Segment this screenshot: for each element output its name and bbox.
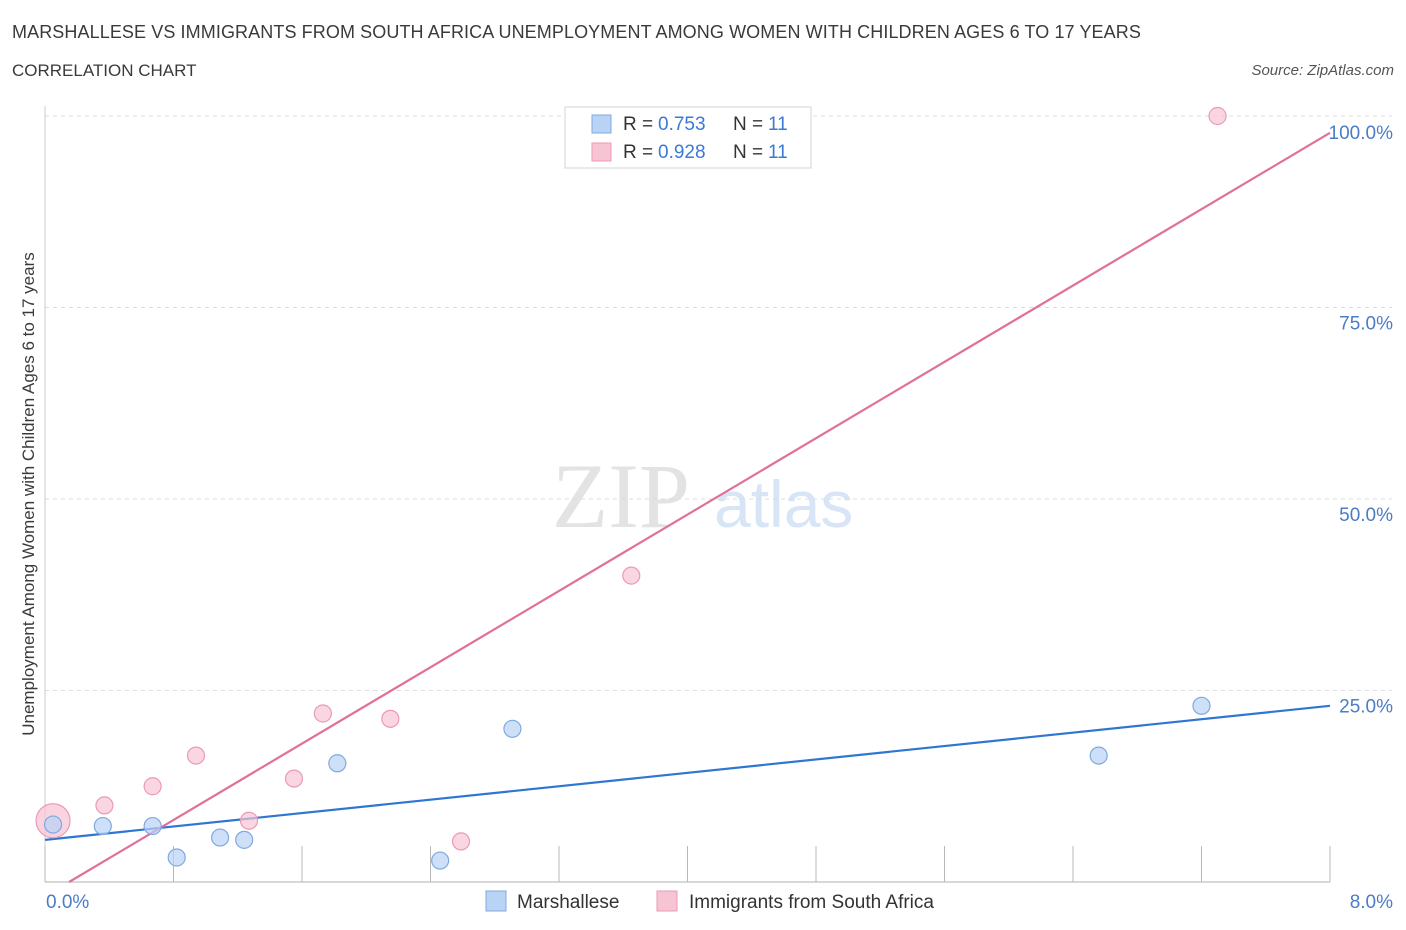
- marshallese-point: [1089, 746, 1108, 765]
- marshallese-point: [503, 719, 522, 738]
- stats-legend: R = 0.753 N = 11 R = 0.928 N = 11: [564, 106, 812, 169]
- marshallese-point: [235, 830, 254, 849]
- south-africa-point: [451, 832, 471, 851]
- series-legend: Marshallese Immigrants from South Africa: [485, 890, 934, 913]
- marshallese-point: [167, 848, 186, 867]
- y-axis-label: Unemployment Among Women with Children A…: [19, 252, 38, 736]
- legend-n-label: N =: [733, 142, 768, 163]
- x-tick-label: 8.0%: [1350, 892, 1393, 913]
- south-africa-point: [381, 709, 400, 728]
- south-africa-point: [1208, 106, 1227, 126]
- legend-marshallese-label: Marshallese: [517, 892, 619, 913]
- legend-n-value: 11: [768, 114, 788, 135]
- south-africa-point: [186, 746, 206, 765]
- marshallese-point: [1192, 696, 1211, 715]
- south-africa-point: [143, 777, 162, 796]
- legend-south-africa-swatch: [656, 890, 678, 912]
- legend-r-label: R =: [623, 114, 658, 135]
- south-africa-trend-line: [68, 131, 1331, 883]
- chart-subtitle: CORRELATION CHART: [12, 61, 197, 80]
- legend-r-value: 0.928: [658, 142, 706, 163]
- legend-r-value: 0.753: [658, 114, 706, 135]
- legend-marshallese-swatch: [485, 890, 507, 912]
- watermark-zip: ZIP: [552, 445, 690, 547]
- y-tick-label: 100.0%: [1329, 123, 1394, 144]
- south-africa-point: [95, 796, 114, 815]
- legend-swatch-blue: [591, 114, 612, 134]
- south-africa-point: [284, 769, 304, 788]
- chart-title: MARSHALLESE VS IMMIGRANTS FROM SOUTH AFR…: [12, 22, 1141, 42]
- legend-n-value: 11: [768, 142, 788, 163]
- legend-south-africa-label: Immigrants from South Africa: [689, 892, 934, 913]
- marshallese-point: [43, 815, 63, 834]
- marshallese-point: [143, 816, 162, 836]
- marshallese-point: [431, 851, 450, 870]
- marshallese-trend-line: [44, 704, 1331, 841]
- y-tick-label: 75.0%: [1339, 314, 1393, 335]
- watermark-atlas: atlas: [714, 467, 853, 541]
- y-tick-label: 50.0%: [1339, 505, 1393, 526]
- x-tick-label: 0.0%: [46, 892, 89, 913]
- south-africa-point: [239, 811, 259, 830]
- south-africa-point: [313, 704, 332, 723]
- marshallese-point: [328, 754, 347, 773]
- legend-swatch-pink: [591, 142, 612, 162]
- marshallese-point: [210, 828, 230, 847]
- y-tick-label: 25.0%: [1339, 697, 1393, 718]
- south-africa-point: [622, 566, 641, 585]
- source-label: Source: ZipAtlas.com: [1251, 62, 1394, 79]
- legend-r-label: R =: [623, 142, 658, 163]
- legend-n-label: N =: [733, 114, 768, 135]
- marshallese-point: [93, 816, 112, 836]
